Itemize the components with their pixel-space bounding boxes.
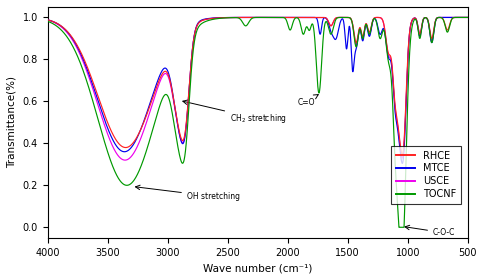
MTCE bbox=[227, 16, 233, 19]
RHCE bbox=[45, 18, 50, 22]
RHCE bbox=[391, 92, 397, 95]
USCE bbox=[391, 95, 397, 99]
MTCE bbox=[368, 27, 374, 31]
MTCE bbox=[465, 16, 471, 19]
X-axis label: Wave number (cm⁻¹): Wave number (cm⁻¹) bbox=[203, 263, 312, 273]
RHCE bbox=[465, 16, 471, 19]
USCE bbox=[227, 16, 233, 19]
TOCNF bbox=[227, 16, 233, 19]
Line: MTCE: MTCE bbox=[47, 17, 468, 164]
Text: CH$_2$ stretching: CH$_2$ stretching bbox=[183, 100, 287, 125]
Legend: RHCE, MTCE, USCE, TOCNF: RHCE, MTCE, USCE, TOCNF bbox=[391, 146, 461, 204]
TOCNF bbox=[45, 20, 50, 23]
Line: TOCNF: TOCNF bbox=[47, 17, 468, 227]
MTCE bbox=[399, 162, 405, 165]
TOCNF bbox=[396, 226, 402, 229]
RHCE bbox=[399, 153, 405, 156]
Text: OH stretching: OH stretching bbox=[136, 185, 240, 201]
RHCE bbox=[103, 115, 108, 119]
RHCE bbox=[202, 18, 208, 21]
TOCNF bbox=[368, 26, 374, 29]
MTCE bbox=[202, 17, 208, 21]
USCE bbox=[103, 126, 108, 129]
USCE bbox=[445, 16, 451, 19]
MTCE bbox=[45, 18, 50, 22]
RHCE bbox=[463, 16, 469, 19]
RHCE bbox=[368, 25, 374, 28]
USCE bbox=[465, 16, 471, 19]
USCE bbox=[45, 18, 50, 22]
USCE bbox=[122, 158, 128, 162]
USCE bbox=[368, 26, 374, 29]
MTCE bbox=[457, 16, 463, 19]
USCE bbox=[202, 18, 208, 21]
MTCE bbox=[391, 98, 397, 101]
Y-axis label: Transmittance(%): Transmittance(%) bbox=[7, 76, 17, 168]
TOCNF bbox=[202, 20, 208, 23]
MTCE bbox=[445, 16, 451, 19]
TOCNF bbox=[391, 137, 397, 141]
TOCNF bbox=[463, 16, 469, 19]
Text: C=O: C=O bbox=[297, 95, 318, 106]
TOCNF bbox=[465, 16, 471, 19]
MTCE bbox=[103, 121, 108, 124]
RHCE bbox=[457, 16, 463, 19]
RHCE bbox=[227, 16, 233, 19]
TOCNF bbox=[103, 143, 108, 146]
Text: C-O-C: C-O-C bbox=[405, 225, 455, 237]
Line: RHCE: RHCE bbox=[47, 17, 468, 155]
Line: USCE: USCE bbox=[47, 17, 468, 160]
USCE bbox=[457, 16, 463, 19]
TOCNF bbox=[457, 16, 463, 19]
